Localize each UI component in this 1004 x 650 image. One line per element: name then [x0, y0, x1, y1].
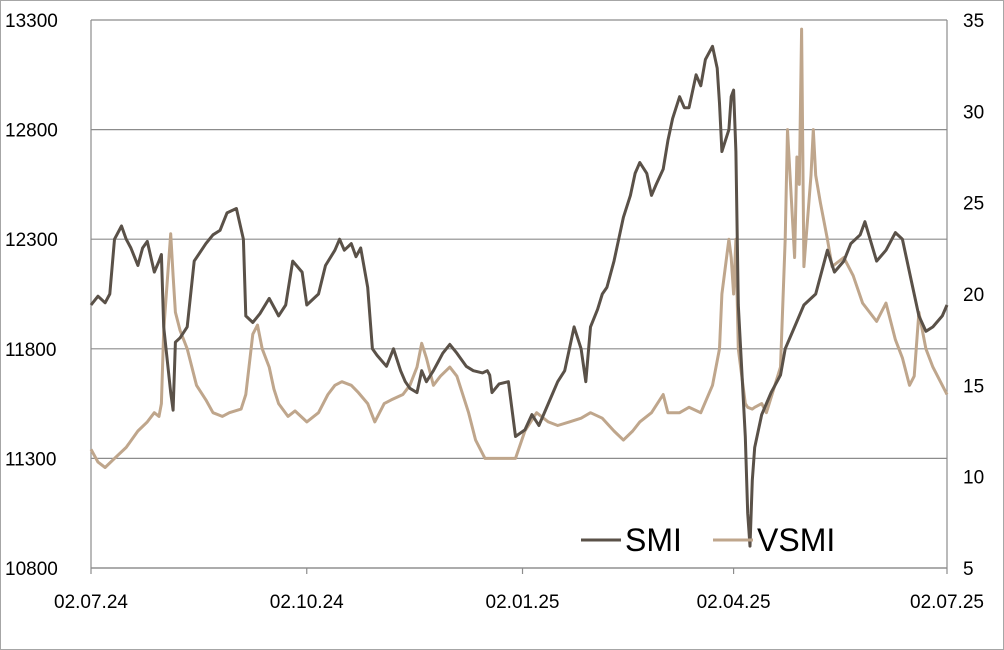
- y-left-tick-label: 10800: [5, 559, 58, 580]
- x-tick-label: 02.01.25: [486, 592, 560, 613]
- y-right-tick-label: 30: [963, 102, 984, 123]
- series-lines: [89, 27, 949, 548]
- tick-labels: 10800 11300 11800 12300 12800 13300 5 10 15 20 25 3…: [5, 11, 984, 613]
- y-right-tick-label: 20: [963, 285, 984, 306]
- x-tick-label: 02.04.25: [697, 592, 771, 613]
- y-right-tick-label: 25: [963, 194, 984, 215]
- series-line-vsmi: [89, 27, 949, 469]
- x-tick-label: 02.07.25: [910, 592, 984, 613]
- y-right-tick-label: 10: [963, 468, 984, 489]
- axes: [90, 20, 948, 574]
- y-left-tick-label: 12800: [5, 121, 58, 142]
- x-tick-label: 02.10.24: [270, 592, 344, 613]
- y-left-tick-label: 11800: [5, 340, 56, 361]
- series-line-smi: [89, 44, 949, 548]
- gridlines: [91, 19, 947, 569]
- x-tick-label: 02.07.24: [54, 592, 128, 613]
- legend-label-smi: SMI: [625, 522, 682, 558]
- y-right-tick-label: 35: [963, 11, 984, 32]
- y-left-tick-label: 12300: [5, 230, 58, 251]
- y-left-tick-label: 11300: [5, 449, 56, 470]
- y-left-tick-label: 13300: [5, 11, 58, 32]
- legend: SMI VSMI: [581, 522, 835, 558]
- y-right-tick-label: 15: [963, 376, 984, 397]
- y-right-tick-label: 5: [963, 559, 974, 580]
- legend-label-vsmi: VSMI: [757, 522, 835, 558]
